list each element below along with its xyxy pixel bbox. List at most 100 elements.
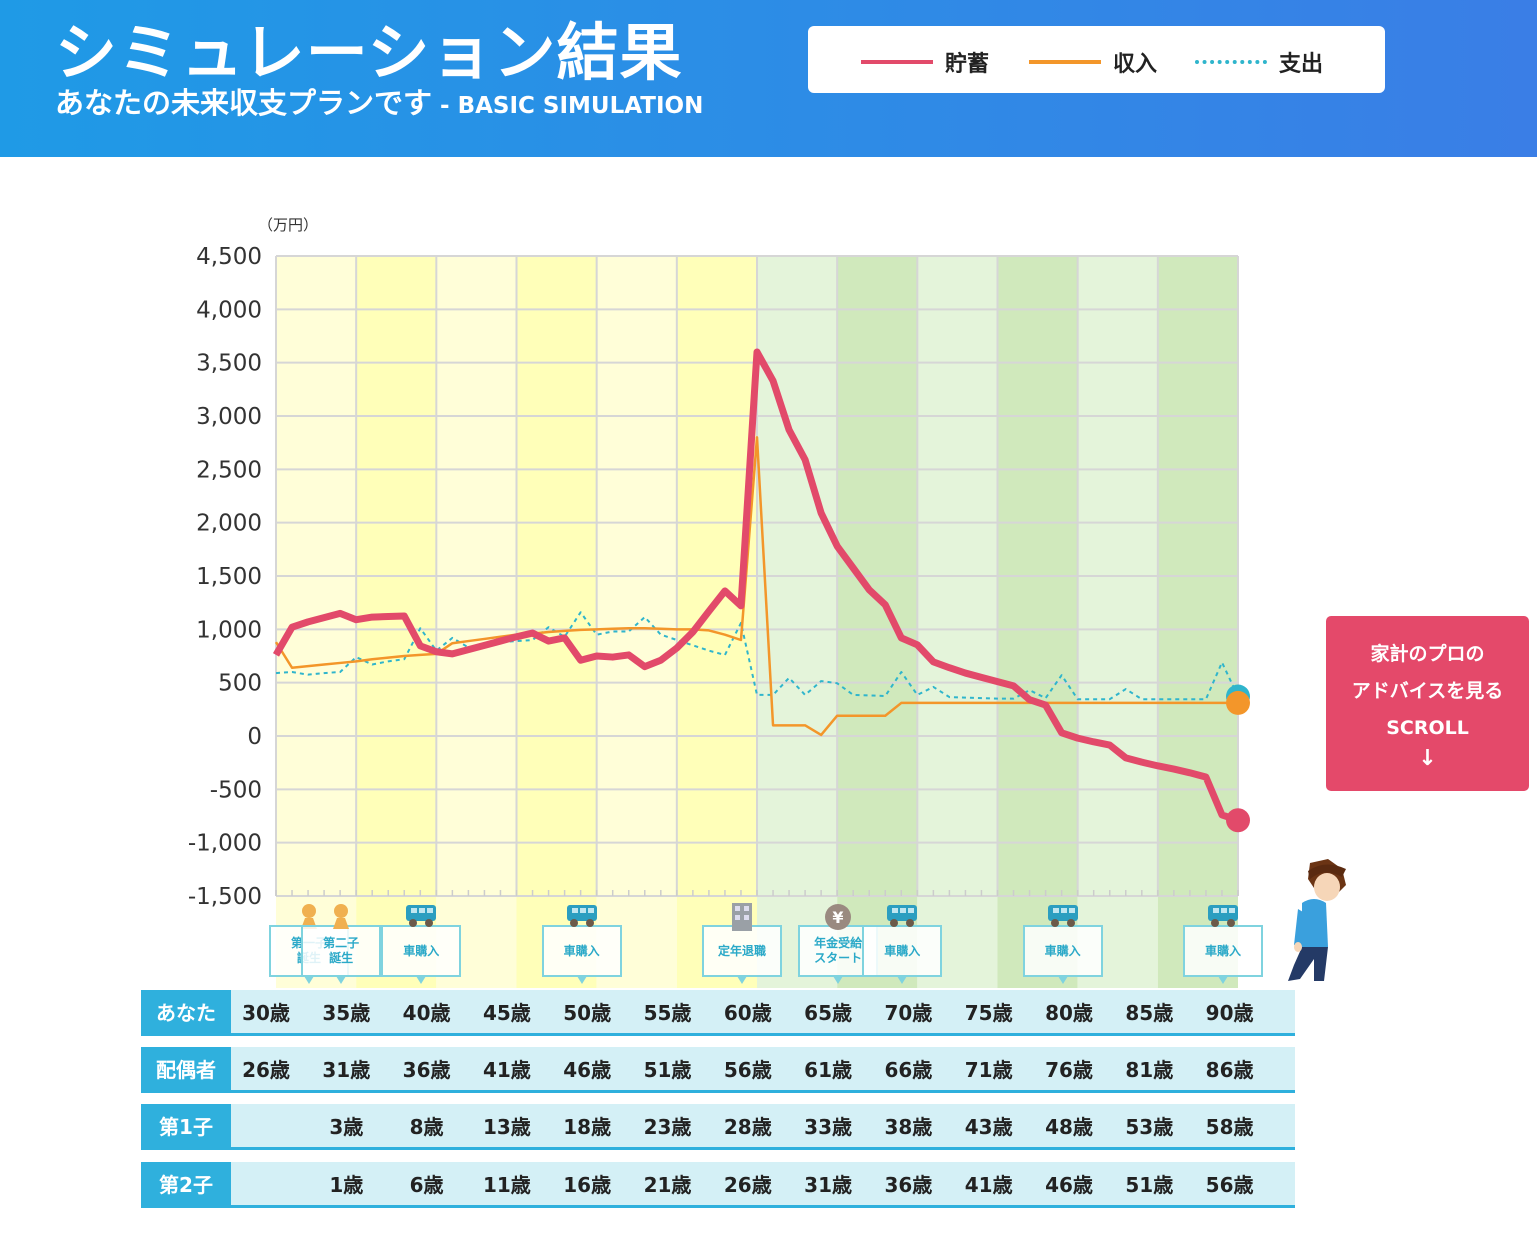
age-cell: 80歳 bbox=[1045, 1001, 1093, 1025]
age-cell: 53歳 bbox=[1125, 1115, 1174, 1139]
age-band bbox=[436, 256, 517, 988]
arrow-down-icon: ↓ bbox=[1418, 746, 1437, 771]
age-cell: 26歳 bbox=[242, 1058, 290, 1082]
event-marker[interactable]: 車購入 bbox=[381, 905, 462, 984]
legend-item-savings: 貯蓄 bbox=[861, 46, 989, 78]
age-row: 第2子 1歳 6歳 11歳 16歳 21歳 26歳 31歳 36歳 41歳 46歳 51歳 56歳 bbox=[141, 1162, 1295, 1208]
age-band bbox=[1157, 256, 1238, 988]
age-band bbox=[516, 256, 597, 988]
age-cell: 75歳 bbox=[964, 1001, 1013, 1025]
baby-icon bbox=[323, 903, 359, 933]
age-row-label: あなた bbox=[141, 990, 231, 1033]
age-row-label: 第2子 bbox=[141, 1162, 231, 1205]
age-cell: 36歳 bbox=[402, 1058, 451, 1082]
age-cell: 1歳 bbox=[329, 1173, 364, 1197]
car-icon bbox=[403, 903, 439, 933]
age-cell: 81歳 bbox=[1125, 1058, 1174, 1082]
age-band bbox=[1077, 256, 1158, 988]
tired-man-illustration bbox=[1288, 859, 1346, 981]
age-cell bbox=[226, 1104, 306, 1147]
page-subtitle: あなたの未来収支プランです - BASIC SIMULATION bbox=[55, 80, 703, 122]
age-row: 配偶者 26歳 31歳 36歳 41歳 46歳 51歳 56歳 61歳 66歳 71歳 76歳 81歳 8… bbox=[141, 1047, 1295, 1093]
age-cell: 51歳 bbox=[643, 1058, 692, 1082]
scroll-advice-button[interactable]: 家計のプロの アドバイスを見る SCROLL ↓ bbox=[1326, 616, 1529, 791]
event-pointer bbox=[833, 976, 844, 984]
age-cell: 30歳 bbox=[242, 1001, 290, 1025]
age-cell bbox=[226, 1162, 306, 1205]
age-cell: 51歳 bbox=[1125, 1173, 1174, 1197]
age-band bbox=[837, 256, 918, 988]
age-cell: 61歳 bbox=[804, 1058, 853, 1082]
y-tick-label: 1,500 bbox=[196, 564, 262, 590]
event-label: 第二子 誕生 bbox=[323, 936, 360, 965]
age-cell: 13歳 bbox=[482, 1115, 531, 1139]
age-cell: 56歳 bbox=[1205, 1173, 1254, 1197]
event-pointer bbox=[897, 976, 908, 984]
y-tick-label: -1,000 bbox=[188, 831, 262, 857]
legend-label: 収入 bbox=[1113, 52, 1158, 77]
y-tick-label: 3,000 bbox=[196, 404, 262, 430]
event-pointer bbox=[304, 976, 315, 984]
legend-swatch bbox=[861, 60, 933, 64]
page-title: シミュレーション結果 bbox=[55, 16, 683, 89]
event-label: 車購入 bbox=[884, 943, 921, 958]
scroll-label: SCROLL bbox=[1386, 717, 1469, 739]
y-tick-label: 4,000 bbox=[196, 297, 262, 323]
y-axis-unit: （万円） bbox=[258, 216, 319, 234]
age-cell: 31歳 bbox=[804, 1173, 853, 1197]
age-cell: 21歳 bbox=[643, 1173, 692, 1197]
age-cell: 66歳 bbox=[884, 1058, 933, 1082]
series-line-2 bbox=[275, 611, 1239, 701]
event-marker[interactable]: 車購入 bbox=[541, 905, 622, 984]
age-cell: 85歳 bbox=[1125, 1001, 1174, 1025]
cashflow-chart: 4,500 4,000 3,500 3,000 2,500 2,000 1,500 1,000… bbox=[188, 244, 1250, 988]
legend-item-income: 収入 bbox=[1029, 46, 1157, 78]
age-band bbox=[997, 256, 1078, 988]
event-marker[interactable]: 第二子 誕生 bbox=[301, 904, 382, 984]
age-cell: 76歳 bbox=[1045, 1058, 1093, 1082]
age-cell: 65歳 bbox=[804, 1001, 853, 1025]
age-cell: 26歳 bbox=[723, 1173, 772, 1197]
age-cell: 3歳 bbox=[329, 1115, 364, 1139]
car-icon bbox=[564, 903, 600, 933]
age-band bbox=[757, 256, 838, 988]
legend-swatch bbox=[1029, 60, 1101, 64]
event-label: 車購入 bbox=[403, 943, 440, 958]
age-cell: 50歳 bbox=[563, 1001, 612, 1025]
scroll-button-line2: アドバイスを見る bbox=[1351, 680, 1504, 702]
event-label: 車購入 bbox=[1204, 943, 1241, 958]
age-cell: 70歳 bbox=[884, 1001, 933, 1025]
building-icon bbox=[724, 903, 760, 935]
y-tick-label: 0 bbox=[247, 724, 262, 750]
age-cell: 56歳 bbox=[723, 1058, 772, 1082]
age-cell: 38歳 bbox=[884, 1115, 933, 1139]
event-marker[interactable]: 定年退職 bbox=[701, 903, 782, 984]
event-marker[interactable]: 車購入 bbox=[1022, 905, 1103, 984]
event-pointer bbox=[416, 976, 427, 984]
age-cell: 8歳 bbox=[409, 1115, 444, 1139]
age-row-label: 配偶者 bbox=[141, 1047, 231, 1090]
age-cell: 16歳 bbox=[563, 1173, 612, 1197]
age-band bbox=[917, 256, 998, 988]
age-cell: 41歳 bbox=[964, 1173, 1013, 1197]
age-cell: 90歳 bbox=[1205, 1001, 1254, 1025]
car-icon bbox=[1045, 903, 1081, 933]
age-cell: 35歳 bbox=[322, 1001, 371, 1025]
event-pointer bbox=[1217, 976, 1228, 984]
series-end-point-0 bbox=[1226, 808, 1250, 833]
event-pointer bbox=[576, 976, 587, 984]
age-cell: 28歳 bbox=[723, 1115, 772, 1139]
y-tick-label: 2,500 bbox=[196, 457, 262, 483]
age-cell: 6歳 bbox=[409, 1173, 444, 1197]
car-icon bbox=[884, 903, 920, 933]
event-marker[interactable]: 車購入 bbox=[862, 905, 943, 984]
age-cell: 36歳 bbox=[884, 1173, 933, 1197]
event-label: 車購入 bbox=[1044, 943, 1081, 958]
age-band bbox=[676, 256, 757, 988]
age-cell: 41歳 bbox=[482, 1058, 531, 1082]
y-tick-label: 3,500 bbox=[196, 351, 262, 377]
legend-label: 支出 bbox=[1279, 52, 1324, 77]
age-row: あなた 30歳 35歳 40歳 45歳 50歳 55歳 60歳 65歳 70歳 75歳 80歳 85歳 9… bbox=[141, 990, 1295, 1036]
event-marker[interactable]: 車購入 bbox=[1182, 905, 1263, 984]
yen-coin-icon: ¥ bbox=[820, 903, 856, 935]
